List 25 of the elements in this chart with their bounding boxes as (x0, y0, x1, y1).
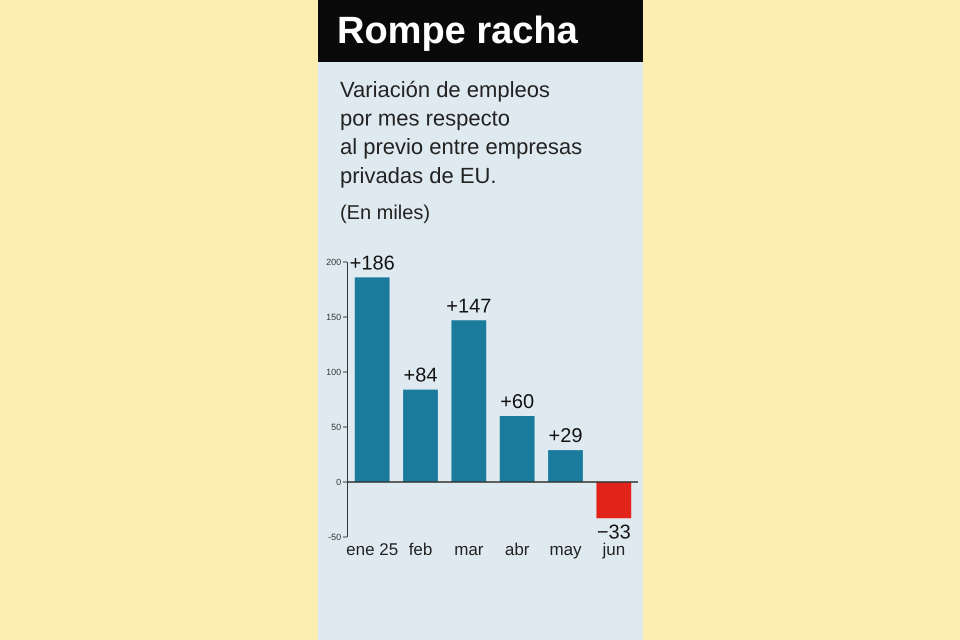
bar (354, 277, 390, 482)
bar (451, 320, 486, 482)
y-tick-label: 200 (326, 257, 342, 268)
bar (596, 482, 632, 518)
text: (En miles) (340, 202, 430, 224)
data-label: +29 (548, 425, 582, 448)
data-label: +60 (500, 391, 534, 413)
x-tick-label: feb (408, 540, 432, 559)
y-tick-label: 150 (326, 312, 342, 322)
data-label: +84 (404, 364, 438, 387)
chart-subtitle: Variación de empleos por mes respecto al previo entre empresas privadas de EU. (340, 77, 582, 188)
x-tick-label: may (549, 540, 582, 559)
data-label: +147 (446, 295, 492, 318)
data-label: +186 (350, 252, 395, 274)
y-tick-label: 0 (336, 477, 342, 488)
y-tick-label: -50 (328, 532, 342, 542)
bar (500, 416, 535, 482)
y-tick-label: 100 (326, 367, 342, 378)
y-tick-label: 50 (331, 422, 342, 432)
chart-title: Rompe racha (337, 10, 579, 52)
x-tick-label: ene 25 (346, 540, 398, 559)
bar (403, 390, 438, 482)
bar (548, 450, 583, 482)
x-tick-label: mar (454, 540, 484, 559)
x-tick-label: abr (504, 540, 530, 559)
